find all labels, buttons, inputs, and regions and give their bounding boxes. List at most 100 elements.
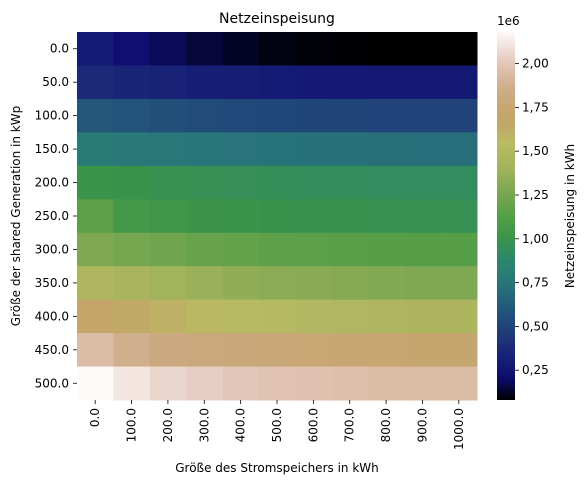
heatmap-cell xyxy=(331,232,369,267)
heatmap-cell xyxy=(113,266,151,301)
y-tick-label: 400.0 xyxy=(35,309,69,323)
colorbar-tick-label: 1,25 xyxy=(522,188,549,202)
heatmap-cell xyxy=(186,98,223,133)
heatmap-cell xyxy=(331,65,369,100)
heatmap-cell xyxy=(404,299,442,334)
y-axis-label: Größe der shared Generation in kWp xyxy=(9,106,23,326)
heatmap-cell xyxy=(367,366,405,401)
heatmap-cell xyxy=(440,199,478,234)
x-axis-label: Größe des Stromspeichers in kWh xyxy=(175,461,379,475)
y-tick-label: 200.0 xyxy=(35,176,69,190)
heatmap-cell xyxy=(440,266,478,301)
x-tick-label: 0.0 xyxy=(88,408,102,427)
heatmap-cell xyxy=(77,65,114,100)
heatmap-cell xyxy=(295,232,333,267)
heatmap-cell xyxy=(367,266,405,301)
heatmap-cell xyxy=(222,165,260,200)
heatmap-cell xyxy=(149,232,187,267)
heatmap-cell xyxy=(295,98,333,133)
heatmap-cell xyxy=(113,132,151,167)
heatmap-cell xyxy=(440,65,478,100)
heatmap-cell xyxy=(222,199,260,234)
heatmap-cell xyxy=(404,165,442,200)
heatmap-cell xyxy=(222,98,260,133)
heatmap-cell xyxy=(440,366,478,401)
heatmap-cell xyxy=(295,65,333,100)
heatmap-cell xyxy=(113,32,151,66)
heatmap-cell xyxy=(186,32,223,66)
heatmap-cell xyxy=(331,199,369,234)
heatmap-cell xyxy=(295,165,333,200)
x-tick-label: 700.0 xyxy=(343,408,357,442)
heatmap-cell xyxy=(149,132,187,167)
heatmap-cell xyxy=(222,299,260,334)
heatmap-cell xyxy=(186,266,223,301)
colorbar-label: Netzeinspeisung in kWh xyxy=(563,144,577,288)
heatmap-cell xyxy=(77,299,114,334)
heatmap-cell xyxy=(222,366,260,401)
heatmap-cell xyxy=(367,199,405,234)
heatmap-cell xyxy=(295,132,333,167)
heatmap-cell xyxy=(113,366,151,401)
y-tick-label: 150.0 xyxy=(35,142,69,156)
heatmap-cell xyxy=(295,299,333,334)
heatmap-cell xyxy=(222,65,260,100)
heatmap-cell xyxy=(258,366,296,401)
heatmap-cell xyxy=(367,65,405,100)
heatmap-cell xyxy=(367,132,405,167)
heatmap-cell xyxy=(295,32,333,66)
colorbar-tick-label: 1,00 xyxy=(522,232,549,246)
colorbar xyxy=(497,32,515,400)
heatmap-cell xyxy=(331,266,369,301)
x-tick-label: 1000.0 xyxy=(452,408,466,450)
heatmap-cell xyxy=(367,165,405,200)
heatmap-cell xyxy=(258,165,296,200)
y-tick-label: 100.0 xyxy=(35,109,69,123)
heatmap-cell xyxy=(149,333,187,368)
y-tick-label: 350.0 xyxy=(35,276,69,290)
heatmap-cell xyxy=(149,199,187,234)
heatmap-cell xyxy=(440,232,478,267)
heatmap-cell xyxy=(149,299,187,334)
heatmap-cell xyxy=(222,333,260,368)
heatmap-cell xyxy=(113,232,151,267)
heatmap-cell xyxy=(295,266,333,301)
heatmap-cell xyxy=(113,333,151,368)
heatmap-cell xyxy=(77,98,114,133)
heatmap-cell xyxy=(113,299,151,334)
colorbar-tick-label: 1,75 xyxy=(522,100,549,114)
heatmap-cell xyxy=(149,98,187,133)
heatmap-cell xyxy=(258,299,296,334)
heatmap-cell xyxy=(258,333,296,368)
heatmap-cell xyxy=(404,32,442,66)
heatmap-cell xyxy=(295,333,333,368)
y-tick-label: 450.0 xyxy=(35,343,69,357)
heatmap-cell xyxy=(440,165,478,200)
heatmap-cell xyxy=(404,232,442,267)
heatmap-cell xyxy=(186,132,223,167)
heatmap-cell xyxy=(331,366,369,401)
heatmap-cell xyxy=(222,266,260,301)
heatmap-cell xyxy=(77,266,114,301)
heatmap-cell xyxy=(367,299,405,334)
x-tick-label: 900.0 xyxy=(415,408,429,442)
heatmap-cell xyxy=(186,366,223,401)
heatmap-cell xyxy=(258,232,296,267)
heatmap-cell xyxy=(367,232,405,267)
heatmap-cell xyxy=(186,199,223,234)
heatmap-cell xyxy=(331,299,369,334)
heatmap-cell xyxy=(186,299,223,334)
heatmap-cell xyxy=(440,299,478,334)
heatmap-cell xyxy=(77,232,114,267)
heatmap-cell xyxy=(222,32,260,66)
y-tick-label: 300.0 xyxy=(35,242,69,256)
heatmap-cell xyxy=(331,165,369,200)
heatmap-cell xyxy=(149,366,187,401)
heatmap-cells xyxy=(77,32,478,401)
heatmap-cell xyxy=(367,333,405,368)
heatmap-cell xyxy=(77,132,114,167)
heatmap-cell xyxy=(77,165,114,200)
heatmap-cell xyxy=(331,98,369,133)
heatmap-cell xyxy=(149,165,187,200)
heatmap-cell xyxy=(258,65,296,100)
